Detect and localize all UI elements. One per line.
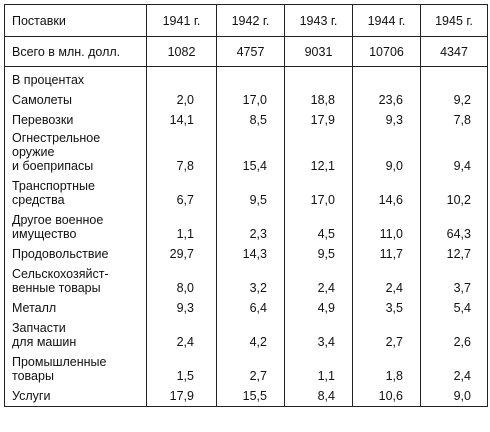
cell-value: 7,8 <box>420 107 488 127</box>
row-label: Продовольствие <box>12 247 109 261</box>
cell-value: 17,9 <box>284 107 353 127</box>
column-header: Поставки <box>4 4 147 37</box>
cell-value: 9,5 <box>284 241 353 261</box>
cell-value: 4,9 <box>284 295 353 315</box>
cell-value: 2,0 <box>146 87 217 107</box>
cell-value: 6,4 <box>216 295 285 315</box>
cell-value: 5,4 <box>420 295 488 315</box>
cell-value: 17,0 <box>284 173 353 207</box>
cell-value: 14,3 <box>216 241 285 261</box>
table-row: Запчасти для машин 2,4 4,2 3,4 2,7 2,6 <box>4 315 488 349</box>
total-value: 4347 <box>420 36 488 67</box>
cell-value: 8,4 <box>284 383 353 407</box>
cell-value: 2,6 <box>420 315 488 349</box>
cell-value: 14,1 <box>146 107 217 127</box>
cell-value: 7,8 <box>146 127 217 173</box>
table-row: Огнестрельное оружие и боеприпасы 7,8 15,4… <box>4 127 488 173</box>
cell-value: 2,4 <box>352 261 421 295</box>
cell-value: 10,6 <box>352 383 421 407</box>
cell-value: 9,3 <box>352 107 421 127</box>
row-label: Сельскохозяйст- венные товары <box>12 267 109 295</box>
table-row: Транспортные средства 6,7 9,5 17,0 14,6 10,2 <box>4 173 488 207</box>
cell-value: 8,0 <box>146 261 217 295</box>
table-row: Металл 9,3 6,4 4,9 3,5 5,4 <box>4 295 488 315</box>
cell-value: 15,4 <box>216 127 285 173</box>
cell-value: 14,6 <box>352 173 421 207</box>
cell-value: 11,7 <box>352 241 421 261</box>
row-label: Самолеты <box>12 93 72 107</box>
table-row: Услуги 17,9 15,5 8,4 10,6 9,0 <box>4 383 488 407</box>
cell-value: 11,0 <box>352 207 421 241</box>
cell-value: 4,2 <box>216 315 285 349</box>
supplies-table: Поставки 1941 г. 1942 г. 1943 г. 1944 г.… <box>4 4 488 407</box>
table-row: Другое военное имущество 1,1 2,3 4,5 11,0 64,… <box>4 207 488 241</box>
total-value: 10706 <box>352 36 421 67</box>
cell-value: 1,1 <box>146 207 217 241</box>
column-header: 1944 г. <box>352 4 421 37</box>
total-value: 4757 <box>216 36 285 67</box>
cell-value: 17,0 <box>216 87 285 107</box>
cell-value: 9,0 <box>420 383 488 407</box>
section-row: В процентах <box>4 66 488 87</box>
cell-value: 2,3 <box>216 207 285 241</box>
column-header: 1941 г. <box>146 4 217 37</box>
cell-value: 1,8 <box>352 349 421 383</box>
cell-value: 18,8 <box>284 87 353 107</box>
total-value: 1082 <box>146 36 217 67</box>
cell-value: 3,2 <box>216 261 285 295</box>
row-label: Транспортные средства <box>12 179 95 207</box>
cell-value: 17,9 <box>146 383 217 407</box>
cell-value: 12,1 <box>284 127 353 173</box>
table-row: Продовольствие 29,7 14,3 9,5 11,7 12,7 <box>4 241 488 261</box>
cell-value: 9,3 <box>146 295 217 315</box>
column-header: 1942 г. <box>216 4 285 37</box>
cell-value: 15,5 <box>216 383 285 407</box>
cell-value: 2,7 <box>352 315 421 349</box>
row-label: Промышленные товары <box>12 355 107 383</box>
cell-value: 9,0 <box>352 127 421 173</box>
row-label: Перевозки <box>12 113 74 127</box>
total-value: 9031 <box>284 36 353 67</box>
cell-value: 23,6 <box>352 87 421 107</box>
table-row: Промышленные товары 1,5 2,7 1,1 1,8 2,4 <box>4 349 488 383</box>
row-label: Металл <box>12 301 57 315</box>
cell-value: 3,5 <box>352 295 421 315</box>
cell-value: 1,1 <box>284 349 353 383</box>
cell-value: 64,3 <box>420 207 488 241</box>
cell-value: 3,7 <box>420 261 488 295</box>
row-label: Огнестрельное оружие и боеприпасы <box>12 131 101 173</box>
cell-value: 29,7 <box>146 241 217 261</box>
section-label: В процентах <box>4 66 147 87</box>
cell-value: 2,7 <box>216 349 285 383</box>
table-row: Самолеты 2,0 17,0 18,8 23,6 9,2 <box>4 87 488 107</box>
row-label: Запчасти для машин <box>12 321 77 349</box>
cell-value: 2,4 <box>146 315 217 349</box>
cell-value: 8,5 <box>216 107 285 127</box>
cell-value: 4,5 <box>284 207 353 241</box>
cell-value: 9,4 <box>420 127 488 173</box>
cell-value: 2,4 <box>420 349 488 383</box>
cell-value: 2,4 <box>284 261 353 295</box>
cell-value: 3,4 <box>284 315 353 349</box>
table-row: Перевозки 14,1 8,5 17,9 9,3 7,8 <box>4 107 488 127</box>
column-header: 1943 г. <box>284 4 353 37</box>
cell-value: 9,5 <box>216 173 285 207</box>
row-label: Другое военное имущество <box>12 213 104 241</box>
table-header-row: Поставки 1941 г. 1942 г. 1943 г. 1944 г.… <box>4 4 488 37</box>
column-header: 1945 г. <box>420 4 488 37</box>
cell-value: 12,7 <box>420 241 488 261</box>
total-row: Всего в млн. долл. 1082 4757 9031 10706 … <box>4 36 488 67</box>
cell-value: 1,5 <box>146 349 217 383</box>
row-label: Услуги <box>12 389 51 403</box>
cell-value: 9,2 <box>420 87 488 107</box>
table-row: Сельскохозяйст- венные товары 8,0 3,2 2,4 2,… <box>4 261 488 295</box>
item-rows: Самолеты 2,0 17,0 18,8 23,6 9,2 Перевозки 14,1 8… <box>4 87 488 407</box>
cell-value: 10,2 <box>420 173 488 207</box>
total-label: Всего в млн. долл. <box>4 36 147 67</box>
cell-value: 6,7 <box>146 173 217 207</box>
